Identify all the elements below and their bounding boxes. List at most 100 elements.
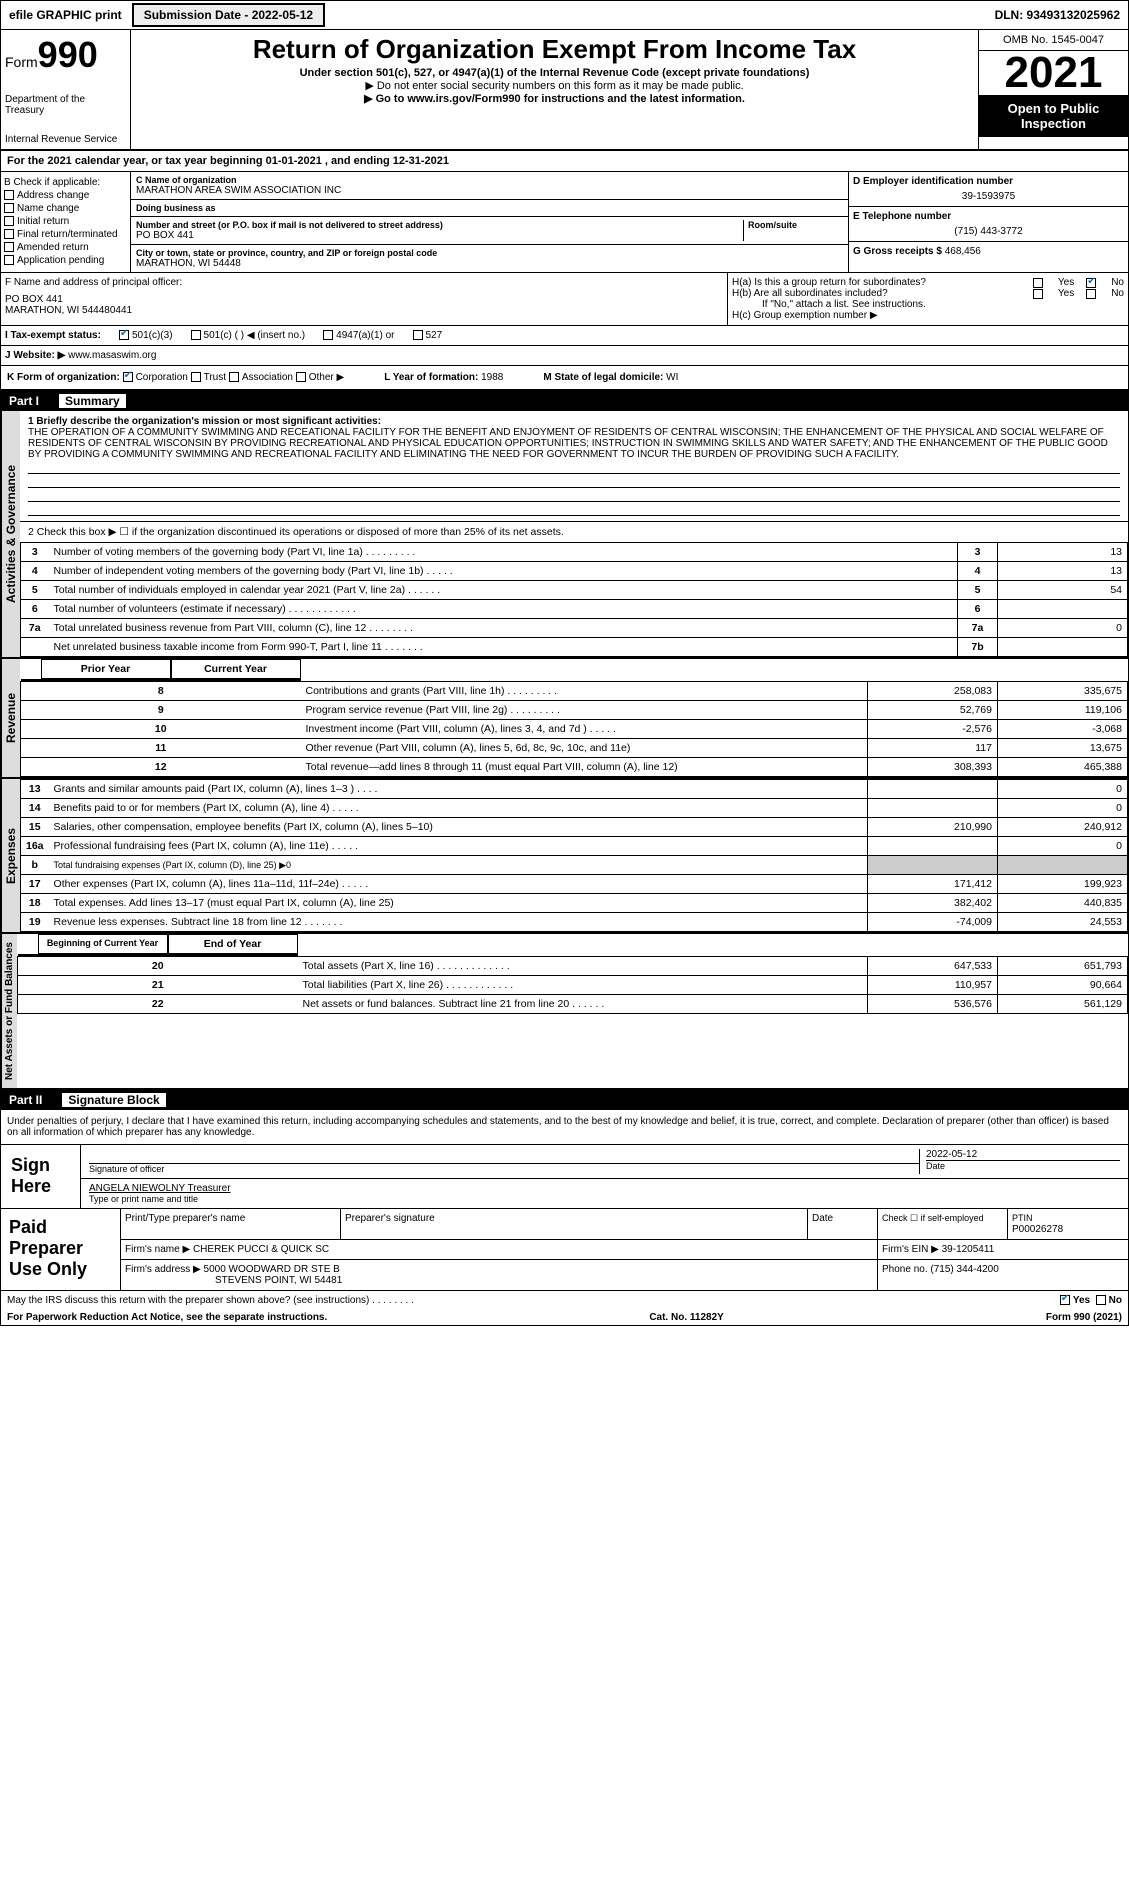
cb-other[interactable] [296, 372, 306, 382]
tax-status-row: I Tax-exempt status: 501(c)(3) 501(c) ( … [1, 326, 1128, 346]
cb-trust[interactable] [191, 372, 201, 382]
cb-4947[interactable] [323, 330, 333, 340]
gross-label: G Gross receipts $ [853, 246, 942, 257]
ssn-note: ▶ Do not enter social security numbers o… [135, 79, 974, 92]
cb-corp[interactable] [123, 372, 133, 382]
website-value: www.masaswim.org [68, 350, 156, 361]
cb-name-change[interactable] [4, 203, 14, 213]
m-value: WI [666, 372, 678, 383]
line2-text: 2 Check this box ▶ ☐ if the organization… [20, 522, 1128, 542]
k-row: K Form of organization: Corporation Trus… [1, 366, 1128, 391]
cb-501c3[interactable] [119, 330, 129, 340]
cb-initial-return[interactable] [4, 216, 14, 226]
hb-yes[interactable] [1033, 289, 1043, 299]
sign-block: Sign Here Signature of officer 2022-05-12… [1, 1145, 1128, 1209]
expense-table: 13Grants and similar amounts paid (Part … [20, 779, 1128, 932]
k-label: K Form of organization: [7, 372, 120, 383]
firm-name-label: Firm's name ▶ [125, 1244, 190, 1255]
form-title: Return of Organization Exempt From Incom… [135, 34, 974, 65]
submission-date-button[interactable]: Submission Date - 2022-05-12 [132, 3, 325, 27]
officer-line1: PO BOX 441 [5, 294, 723, 305]
sig-date: 2022-05-12 [926, 1149, 1120, 1160]
cb-501c[interactable] [191, 330, 201, 340]
i-label: I Tax-exempt status: [5, 330, 101, 341]
part2-title: Signature Block [62, 1093, 165, 1107]
b-title: B Check if applicable: [4, 177, 127, 188]
tax-year: 2021 [979, 51, 1128, 95]
m-label: M State of legal domicile: [543, 372, 663, 383]
preparer-block: Paid Preparer Use Only Print/Type prepar… [1, 1209, 1128, 1291]
cb-final-return[interactable] [4, 229, 14, 239]
dept-label: Department of the Treasury [5, 94, 126, 116]
phone-value: (715) 443-3772 [853, 226, 1124, 237]
discuss-yes[interactable] [1060, 1295, 1070, 1305]
street-value: PO BOX 441 [136, 230, 743, 241]
self-emp-label: Check ☐ if self-employed [878, 1209, 1008, 1239]
efile-label: efile GRAPHIC print [1, 4, 130, 26]
firm-ein: 39-1205411 [942, 1244, 995, 1255]
firm-phone: (715) 344-4200 [930, 1264, 998, 1275]
prep-name-label: Print/Type preparer's name [121, 1209, 341, 1239]
part1-title: Summary [59, 394, 126, 408]
f-label: F Name and address of principal officer: [5, 277, 723, 288]
paid-preparer-label: Paid Preparer Use Only [1, 1209, 121, 1290]
goto-note: ▶ Go to www.irs.gov/Form990 for instruct… [364, 93, 745, 105]
dba-label: Doing business as [136, 203, 843, 213]
ptin-value: P00026278 [1012, 1224, 1063, 1235]
officer-block: F Name and address of principal officer:… [1, 273, 1128, 326]
form-number: 990 [38, 34, 98, 75]
room-label: Room/suite [748, 220, 843, 230]
net-vlabel: Net Assets or Fund Balances [1, 934, 17, 1088]
gross-value: 468,456 [945, 246, 981, 257]
pra-notice: For Paperwork Reduction Act Notice, see … [7, 1312, 327, 1323]
gov-vlabel: Activities & Governance [1, 411, 20, 657]
mission-text: THE OPERATION OF A COMMUNITY SWIMMING AN… [28, 427, 1108, 460]
h-note: If "No," attach a list. See instructions… [732, 299, 1124, 310]
ha-no[interactable] [1086, 278, 1096, 288]
cat-no: Cat. No. 11282Y [649, 1312, 723, 1323]
form-word: Form [5, 54, 38, 70]
ein-value: 39-1593975 [853, 191, 1124, 202]
ha-yes[interactable] [1033, 278, 1043, 288]
exp-vlabel: Expenses [1, 779, 20, 932]
city-value: MARATHON, WI 54448 [136, 258, 843, 269]
city-label: City or town, state or province, country… [136, 248, 843, 258]
firm-name: CHEREK PUCCI & QUICK SC [193, 1244, 329, 1255]
street-label: Number and street (or P.O. box if mail i… [136, 220, 743, 230]
prep-date-label: Date [808, 1209, 878, 1239]
l-value: 1988 [481, 372, 503, 383]
org-name: MARATHON AREA SWIM ASSOCIATION INC [136, 185, 843, 196]
sig-officer-label: Signature of officer [89, 1163, 919, 1174]
gov-table: 3Number of voting members of the governi… [20, 542, 1128, 657]
l-label: L Year of formation: [384, 372, 478, 383]
dln-label: DLN: 93493132025962 [987, 4, 1128, 26]
phone-label: E Telephone number [853, 211, 1124, 222]
hb-no[interactable] [1086, 289, 1096, 299]
form-subtitle: Under section 501(c), 527, or 4947(a)(1)… [135, 67, 974, 79]
firm-phone-label: Phone no. [882, 1264, 928, 1275]
cb-527[interactable] [413, 330, 423, 340]
part1-label: Part I [9, 394, 39, 408]
public-inspection: Open to Public Inspection [979, 95, 1128, 137]
cb-amended[interactable] [4, 242, 14, 252]
website-row: J Website: ▶ www.masaswim.org [1, 346, 1128, 366]
part2-header: Part II Signature Block [1, 1090, 1128, 1110]
mission-label: 1 Briefly describe the organization's mi… [28, 416, 381, 427]
c-name-label: C Name of organization [136, 175, 843, 185]
ptin-label: PTIN [1012, 1213, 1033, 1223]
discuss-no[interactable] [1096, 1295, 1106, 1305]
form-header: Form990 Department of the Treasury Inter… [1, 30, 1128, 151]
part2-label: Part II [9, 1093, 42, 1107]
part1-header: Part I Summary [1, 391, 1128, 411]
sign-here-label: Sign Here [1, 1145, 81, 1208]
cb-app-pending[interactable] [4, 255, 14, 265]
j-label: J Website: ▶ [5, 350, 65, 361]
entity-block: B Check if applicable: Address change Na… [1, 172, 1128, 273]
form-footer: Form 990 (2021) [1046, 1312, 1122, 1323]
hc-label: H(c) Group exemption number ▶ [732, 310, 1124, 321]
cb-address-change[interactable] [4, 190, 14, 200]
firm-ein-label: Firm's EIN ▶ [882, 1244, 939, 1255]
ein-label: D Employer identification number [853, 176, 1124, 187]
ha-label: H(a) Is this a group return for subordin… [732, 277, 1021, 288]
cb-assoc[interactable] [229, 372, 239, 382]
